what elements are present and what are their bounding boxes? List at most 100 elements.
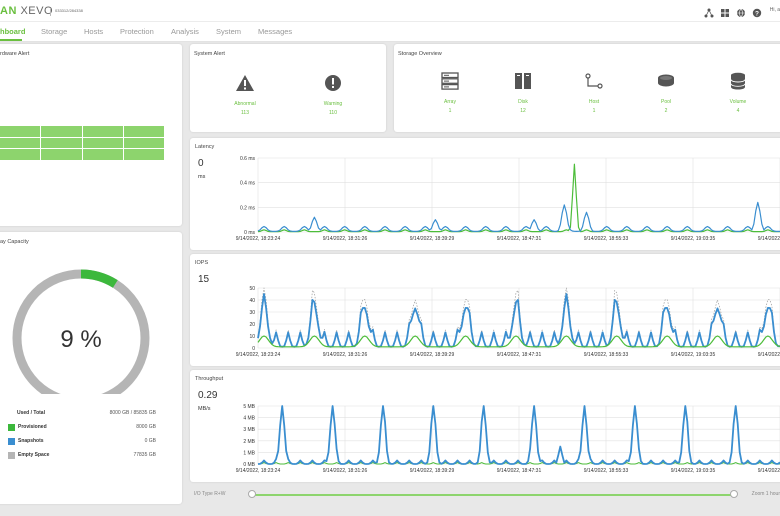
throughput-title: Throughput [195, 376, 224, 382]
latency-chart[interactable]: 0.6 ms 0.4 ms 0.2 ms 0 ms9/14/2022, 18:23:2… [190, 138, 780, 250]
tab-messages[interactable]: Messages [258, 27, 293, 36]
x-tick-label: 9/14/2022, 19:13:08 [758, 352, 780, 358]
x-tick-label: 9/14/2022, 18:47:31 [497, 468, 542, 474]
throughput-read-series [257, 405, 780, 465]
pool-label: Pool [660, 99, 671, 105]
time-range-slider[interactable] [252, 494, 734, 496]
array-label: Array [444, 99, 456, 105]
storage-overview-card: Storage Overview Array 1 Disk 12 Host 1 … [394, 44, 780, 132]
svg-text:?: ? [755, 10, 759, 17]
tab-analysis[interactable]: Analysis [171, 27, 199, 36]
hardware-slot[interactable] [123, 149, 164, 160]
capacity-donut[interactable]: 9 % [8, 248, 154, 407]
main-nav: hboard Storage Hosts Protection Analysis… [0, 22, 780, 42]
pool-count: 2 [664, 108, 668, 114]
y-tick-label: 0 ms [244, 230, 255, 236]
user-greeting[interactable]: Hi, a [769, 7, 780, 13]
hardware-slot[interactable] [123, 126, 164, 137]
y-tick-label: 20 [249, 322, 255, 328]
hardware-slot[interactable] [0, 137, 41, 149]
tab-dashboard[interactable]: hboard [0, 27, 26, 36]
x-tick-label: 9/14/2022, 18:55:33 [584, 468, 629, 474]
x-tick-label: 9/14/2022, 18:23:24 [236, 236, 281, 242]
latency-chart-card: Latency 0 ms 0.6 ms 0.4 ms 0.2 ms 0 ms 9/14/… [190, 138, 780, 250]
x-tick-label: 9/14/2022, 18:55:33 [584, 236, 629, 242]
tab-storage[interactable]: Storage [41, 27, 68, 36]
globe-icon[interactable] [736, 5, 746, 18]
x-tick-label: 9/14/2022, 18:55:33 [584, 352, 629, 358]
hardware-slot[interactable] [41, 137, 82, 149]
slider-end-handle[interactable] [730, 490, 738, 498]
y-tick-label: 0.6 ms [240, 156, 256, 162]
legend-snapshots: Snapshots 0 GB [0, 438, 156, 446]
x-tick-label: 9/14/2022, 18:47:31 [497, 236, 542, 242]
y-tick-label: 0.2 ms [240, 205, 256, 211]
hardware-slot[interactable] [0, 149, 41, 160]
throughput-current-value: 0.29 [198, 390, 218, 401]
x-tick-label: 9/14/2022, 18:39:29 [410, 352, 455, 358]
x-tick-label: 9/14/2022, 18:23:24 [236, 352, 281, 358]
zoom-level[interactable]: Zoom 1 hour [751, 491, 780, 497]
latency-unit: ms [198, 174, 206, 180]
help-icon[interactable]: ? [752, 5, 762, 17]
legend-empty-space: Empty Space 77835 GB [0, 452, 156, 460]
overview-host[interactable]: Host 1 [569, 72, 619, 114]
tab-system[interactable]: System [216, 27, 242, 36]
abnormal-label: Abnormal [234, 101, 256, 107]
x-tick-label: 9/14/2022, 18:39:29 [410, 468, 455, 474]
hardware-slot[interactable] [123, 137, 164, 149]
grid-icon[interactable] [720, 5, 730, 17]
volume-icon [730, 72, 746, 90]
network-icon[interactable] [704, 5, 714, 18]
y-tick-label: 0 MB [243, 462, 255, 468]
warning-alert[interactable]: Warning 110 [303, 74, 363, 116]
io-type-select[interactable]: I/O Type R+W [194, 491, 226, 497]
tab-hosts[interactable]: Hosts [84, 27, 104, 36]
iops-write-series [257, 335, 780, 348]
serial-number: 033312/284338 [50, 8, 83, 16]
y-tick-label: 10 [249, 334, 255, 340]
hardware-slot[interactable] [41, 149, 82, 160]
hardware-slot[interactable] [82, 149, 123, 160]
hardware-alert-card: rdware Alert [0, 44, 182, 226]
y-tick-label: 50 [249, 286, 255, 292]
x-tick-label: 9/14/2022, 19:13:08 [758, 236, 780, 242]
time-range-bar: I/O Type R+W Zoom 1 hour [190, 486, 780, 504]
throughput-unit: MB/s [198, 406, 211, 412]
active-tab-indicator [0, 39, 22, 41]
overview-disk[interactable]: Disk 12 [498, 72, 548, 114]
y-tick-label: 40 [249, 298, 255, 304]
hardware-slot[interactable] [82, 126, 123, 137]
x-tick-label: 9/14/2022, 18:39:29 [410, 236, 455, 242]
storage-overview-title: Storage Overview [398, 51, 442, 57]
throughput-chart[interactable]: 5 MB 4 MB 3 MB 2 MB 1 MB 0 MB9/14/2022, 18:23… [190, 370, 780, 482]
x-tick-label: 9/14/2022, 19:03:35 [671, 352, 716, 358]
capacity-card: ay Capacity 9 % Used / Total 8000 GB / 8… [0, 232, 182, 504]
tab-protection[interactable]: Protection [120, 27, 154, 36]
overview-volume[interactable]: Volume 4 [713, 72, 763, 114]
hardware-alert-title: rdware Alert [0, 51, 30, 57]
overview-array[interactable]: Array 1 [425, 72, 475, 114]
warning-label: Warning [323, 101, 343, 107]
exclamation-circle-icon [325, 75, 341, 91]
hardware-slot[interactable] [41, 126, 82, 137]
capacity-title: ay Capacity [0, 239, 29, 245]
y-tick-label: 0.4 ms [240, 181, 256, 187]
y-tick-label: 5 MB [243, 404, 255, 410]
host-count: 1 [592, 108, 596, 114]
iops-chart[interactable]: 50 40 30 20 10 09/14/2022, 18:23:24 9/14/2022,… [190, 254, 780, 366]
hardware-grid[interactable] [0, 126, 164, 160]
top-bar: AN XEVO 033312/284338 ? Hi, a [0, 0, 780, 22]
overview-pool[interactable]: Pool 2 [641, 72, 691, 114]
x-tick-label: 9/14/2022, 18:31:26 [323, 468, 368, 474]
y-tick-label: 30 [249, 310, 255, 316]
hardware-slot[interactable] [82, 137, 123, 149]
slider-start-handle[interactable] [248, 490, 256, 498]
hardware-slot[interactable] [0, 126, 41, 137]
logo: AN XEVO [0, 5, 54, 17]
y-tick-label: 4 MB [243, 416, 255, 422]
x-tick-label: 9/14/2022, 18:31:26 [323, 352, 368, 358]
abnormal-alert[interactable]: Abnormal 113 [215, 74, 275, 116]
volume-label: Volume [729, 99, 747, 105]
pool-icon [658, 74, 674, 87]
